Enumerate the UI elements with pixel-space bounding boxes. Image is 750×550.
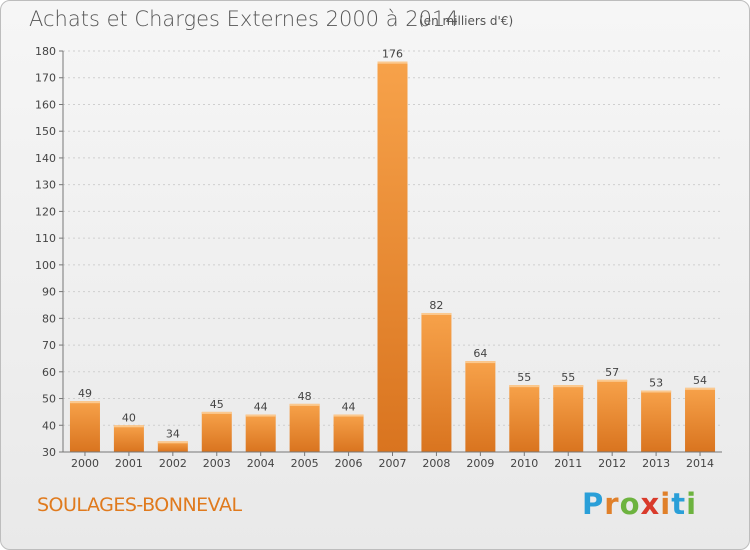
y-axis-ticks: 30 40 50 60 70 80 90 100 110 120 130 140 150 160 170 18… (35, 45, 63, 459)
bar (69, 401, 100, 452)
y-tick-label: 40 (42, 419, 56, 432)
bar-highlight (421, 312, 452, 315)
bar-highlight (289, 403, 320, 406)
place-name: SOULAGES-BONNEVAL (37, 494, 242, 516)
bar-highlight (597, 379, 628, 382)
brand-letter: x (640, 487, 661, 521)
x-tick-label: 2003 (203, 457, 231, 470)
brand-letter: i (660, 487, 672, 521)
bar (377, 61, 408, 453)
bar-highlight (377, 61, 408, 64)
bar-highlight (553, 385, 584, 388)
bar-highlight (685, 387, 716, 390)
y-tick-label: 130 (35, 179, 56, 192)
bar (509, 385, 540, 452)
y-tick-label: 120 (35, 205, 56, 218)
bar-value-label: 40 (122, 411, 136, 424)
axes (62, 51, 722, 453)
brand-letter: o (619, 487, 641, 521)
y-tick-label: 30 (42, 446, 56, 459)
bar (421, 312, 452, 452)
bar-highlight (465, 361, 496, 364)
bar-value-label: 53 (649, 377, 663, 390)
bar-value-label: 55 (561, 371, 575, 384)
bar-highlight (509, 385, 540, 388)
x-tick-label: 2013 (642, 457, 670, 470)
x-tick-label: 2008 (422, 457, 450, 470)
y-tick-label: 180 (35, 45, 56, 58)
x-tick-label: 2007 (379, 457, 407, 470)
bar (113, 425, 144, 452)
bar-value-label: 55 (517, 371, 531, 384)
x-axis-ticks: 2000 2001 2002 2003 2004 2005 2006 2007 2008 2009… (71, 452, 714, 470)
bar-value-label: 82 (429, 299, 443, 312)
y-tick-label: 150 (35, 125, 56, 138)
x-tick-label: 2006 (335, 457, 363, 470)
y-tick-label: 80 (42, 312, 56, 325)
x-tick-label: 2009 (466, 457, 494, 470)
y-tick-label: 160 (35, 98, 56, 111)
bars: 49 40 34 45 44 48 44 176 82 64 55 55 57 53 54 (69, 48, 716, 453)
bar-value-label: 54 (693, 374, 707, 387)
bar-highlight (113, 425, 144, 428)
x-tick-label: 2001 (115, 457, 143, 470)
bar-highlight (69, 401, 100, 404)
x-tick-label: 2004 (247, 457, 275, 470)
x-tick-label: 2014 (686, 457, 714, 470)
y-tick-label: 50 (42, 393, 56, 406)
brand-letter: i (686, 487, 698, 521)
bar (333, 414, 364, 452)
bar-value-label: 34 (166, 427, 180, 440)
brand-letter: P (582, 487, 605, 521)
bar-highlight (333, 414, 364, 417)
chart-title: Achats et Charges Externes 2000 à 2014 (29, 7, 459, 31)
x-tick-label: 2002 (159, 457, 187, 470)
proxiti-logo: Proxiti (582, 487, 697, 521)
bar-value-label: 48 (298, 390, 312, 403)
y-tick-label: 100 (35, 259, 56, 272)
x-tick-label: 2011 (554, 457, 582, 470)
bar-value-label: 45 (210, 398, 224, 411)
bar (465, 361, 496, 452)
bar (641, 390, 672, 452)
bar (553, 385, 584, 452)
bar-value-label: 49 (78, 387, 92, 400)
y-tick-label: 70 (42, 339, 56, 352)
y-tick-label: 110 (35, 232, 56, 245)
bar-value-label: 44 (342, 401, 356, 414)
x-tick-label: 2010 (510, 457, 538, 470)
brand-letter: t (671, 487, 687, 521)
bar (597, 379, 628, 452)
bar (289, 403, 320, 452)
y-tick-label: 90 (42, 286, 56, 299)
bar-highlight (157, 441, 188, 444)
chart-subtitle: (en milliers d'€) (419, 14, 514, 28)
bar (157, 441, 188, 452)
bar-highlight (641, 390, 672, 393)
bar-highlight (245, 414, 276, 417)
y-tick-label: 60 (42, 366, 56, 379)
x-tick-label: 2005 (291, 457, 319, 470)
bar (201, 411, 232, 452)
bar-highlight (201, 411, 232, 414)
x-tick-label: 2000 (71, 457, 99, 470)
bar-value-label: 176 (382, 48, 403, 61)
bar (685, 387, 716, 452)
bar (245, 414, 276, 452)
bar-value-label: 64 (473, 347, 487, 360)
x-tick-label: 2012 (598, 457, 626, 470)
brand-letter: r (604, 487, 620, 521)
y-tick-label: 170 (35, 72, 56, 85)
y-tick-label: 140 (35, 152, 56, 165)
bar-value-label: 44 (254, 401, 268, 414)
bar-value-label: 57 (605, 366, 619, 379)
